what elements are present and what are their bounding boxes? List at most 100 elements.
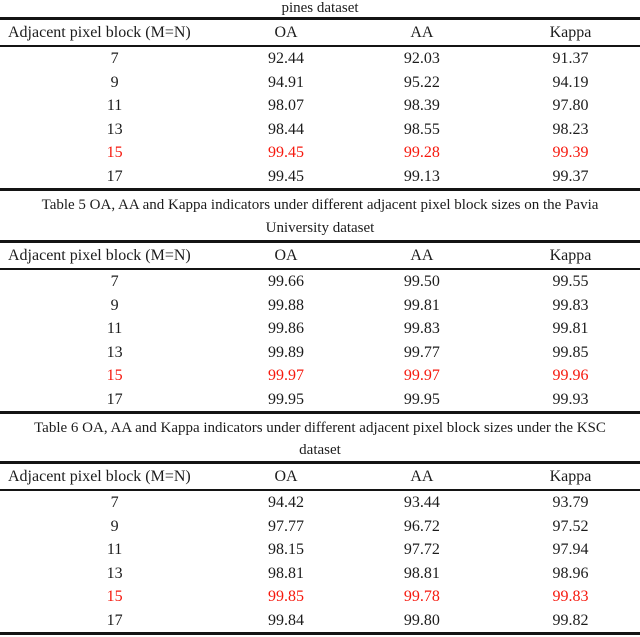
cell-kappa: 99.39 (552, 144, 589, 161)
cell-kappa: 97.94 (552, 541, 589, 558)
cell-block: 9 (110, 517, 119, 535)
cell-block: 17 (106, 611, 123, 629)
cell-aa: 96.72 (403, 517, 440, 535)
header-row: Adjacent pixel block (M=N) OA AA Kappa (0, 241, 640, 270)
cell-block: 11 (106, 541, 123, 558)
cell-oa: 99.97 (268, 367, 305, 384)
cell-kappa: 99.81 (552, 320, 589, 337)
header-row: Adjacent pixel block (M=N) OA AA Kappa (0, 462, 640, 491)
col-header-aa: AA (342, 462, 501, 491)
ksc-caption: Table 6 OA, AA and Kappa indicators unde… (0, 414, 640, 461)
cell-kappa: 99.37 (552, 167, 589, 185)
cell-aa: 99.77 (403, 343, 440, 361)
cell-block: 15 (106, 367, 123, 384)
cell-block: 7 (110, 50, 119, 67)
cell-kappa: 99.96 (552, 367, 589, 384)
cell-block: 13 (106, 343, 123, 361)
cell-block: 15 (106, 144, 123, 161)
cell-aa: 95.22 (403, 73, 440, 91)
cell-aa: 98.81 (403, 564, 440, 582)
cell-kappa: 99.83 (552, 296, 589, 314)
cell-kappa: 93.79 (552, 494, 589, 511)
cell-aa: 92.03 (403, 50, 440, 67)
cell-kappa: 98.96 (552, 564, 589, 582)
table-row: 17 99.84 99.80 99.82 (0, 609, 640, 634)
col-header-oa: OA (229, 241, 343, 270)
cell-oa: 98.15 (268, 541, 305, 558)
col-header-kappa: Kappa (500, 241, 640, 270)
table-row: 7 99.66 99.50 99.55 (0, 269, 640, 294)
table-row: 11 99.86 99.83 99.81 (0, 317, 640, 341)
ksc-caption-line1: Table 6 OA, AA and Kappa indicators unde… (34, 420, 606, 436)
cell-aa: 99.80 (403, 611, 440, 629)
cell-kappa: 99.83 (552, 588, 589, 605)
cell-oa: 97.77 (268, 517, 305, 535)
cell-kappa: 97.80 (552, 97, 589, 114)
pavia-caption-line1: Table 5 OA, AA and Kappa indicators unde… (41, 197, 599, 213)
table-row: 17 99.45 99.13 99.37 (0, 165, 640, 190)
cell-aa: 98.39 (403, 97, 440, 114)
cell-aa: 99.28 (403, 144, 440, 161)
col-header-block: Adjacent pixel block (M=N) (0, 18, 230, 47)
table-row: 13 98.81 98.81 98.96 (0, 562, 640, 586)
col-header-oa: OA (229, 18, 343, 47)
table-row-highlighted: 15 99.45 99.28 99.39 (0, 141, 640, 165)
cell-aa: 99.97 (403, 367, 440, 384)
table-row: 17 99.95 99.95 99.93 (0, 388, 640, 413)
cell-kappa: 99.55 (552, 273, 589, 290)
cell-block: 17 (106, 390, 123, 408)
cell-block: 13 (106, 120, 123, 138)
cell-block: 17 (106, 167, 123, 185)
cell-aa: 99.81 (403, 296, 440, 314)
table-row-highlighted: 15 99.85 99.78 99.83 (0, 585, 640, 609)
cell-oa: 99.88 (268, 296, 305, 314)
cell-kappa: 91.37 (552, 50, 589, 67)
cell-oa: 98.44 (268, 120, 305, 138)
table-row: 7 92.44 92.03 91.37 (0, 46, 640, 71)
ksc-table: Adjacent pixel block (M=N) OA AA Kappa 7… (0, 461, 640, 635)
cell-aa: 97.72 (403, 541, 440, 558)
cell-oa: 98.07 (268, 97, 305, 114)
col-header-kappa: Kappa (500, 18, 640, 47)
cell-oa: 99.86 (268, 320, 305, 337)
table-row: 9 99.88 99.81 99.83 (0, 294, 640, 318)
table-row: 11 98.07 98.39 97.80 (0, 94, 640, 118)
table-row-highlighted: 15 99.97 99.97 99.96 (0, 364, 640, 388)
cell-kappa: 98.23 (552, 120, 589, 138)
cell-aa: 93.44 (403, 494, 440, 511)
col-header-aa: AA (342, 241, 501, 270)
pines-table: Adjacent pixel block (M=N) OA AA Kappa 7… (0, 17, 640, 191)
cell-block: 11 (106, 97, 123, 114)
cell-aa: 99.13 (403, 167, 440, 185)
pavia-caption-line2: University dataset (265, 220, 375, 236)
cell-block: 15 (106, 588, 123, 605)
cell-aa: 99.50 (403, 273, 440, 290)
cell-aa: 98.55 (403, 120, 440, 138)
col-header-block: Adjacent pixel block (M=N) (0, 462, 230, 491)
cell-oa: 99.45 (268, 167, 305, 185)
pines-caption: pines dataset (281, 0, 359, 16)
col-header-aa: AA (342, 18, 501, 47)
cell-oa: 99.95 (268, 390, 305, 408)
header-row: Adjacent pixel block (M=N) OA AA Kappa (0, 18, 640, 47)
cell-kappa: 99.93 (552, 390, 589, 408)
table-row: 13 98.44 98.55 98.23 (0, 118, 640, 142)
col-header-block: Adjacent pixel block (M=N) (0, 241, 230, 270)
cell-kappa: 99.85 (552, 343, 589, 361)
cell-oa: 94.42 (268, 494, 305, 511)
col-header-oa: OA (229, 462, 343, 491)
cell-aa: 99.95 (403, 390, 440, 408)
cell-block: 13 (106, 564, 123, 582)
cell-block: 7 (110, 494, 119, 511)
cell-oa: 99.84 (268, 611, 305, 629)
cell-block: 9 (110, 296, 119, 314)
cell-oa: 99.85 (268, 588, 305, 605)
pavia-caption: Table 5 OA, AA and Kappa indicators unde… (0, 191, 640, 240)
cell-oa: 99.45 (268, 144, 305, 161)
table-row: 9 97.77 96.72 97.52 (0, 515, 640, 539)
ksc-caption-line2: dataset (299, 441, 341, 458)
table-row: 11 98.15 97.72 97.94 (0, 538, 640, 562)
pavia-table: Adjacent pixel block (M=N) OA AA Kappa 7… (0, 240, 640, 414)
cell-oa: 94.91 (268, 73, 305, 91)
